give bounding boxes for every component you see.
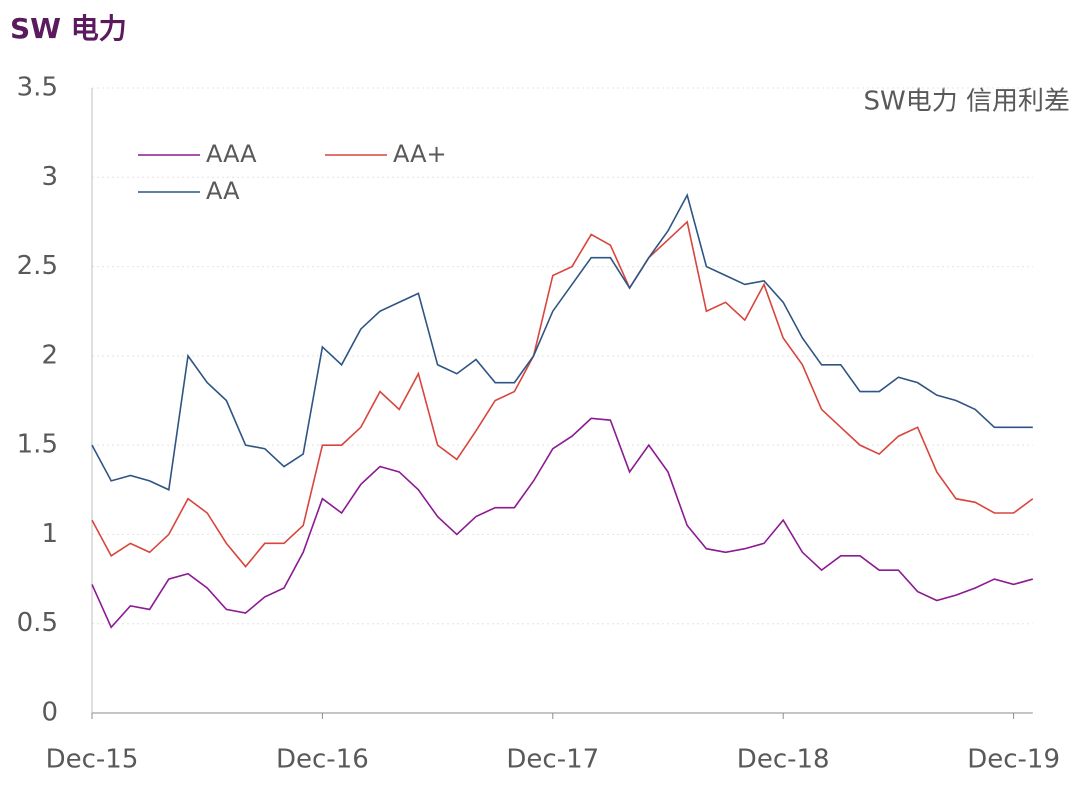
x-tick-label: Dec-18 [737,745,830,775]
x-tick-label: Dec-19 [967,745,1060,775]
y-tick-label: 2.5 [17,251,58,281]
x-tick-label: Dec-16 [276,745,369,775]
y-tick-label: 0 [41,698,58,728]
y-tick-label: 3 [41,162,58,192]
line-series [91,192,1033,491]
legend-label: AA [206,177,240,205]
y-tick-label: 1 [41,519,58,549]
x-tick-label: Dec-15 [46,745,139,775]
line-series [91,220,1034,568]
y-tick-label: 0.5 [17,608,58,638]
y-tick-label: 3.5 [17,73,58,103]
x-tick-label: Dec-17 [506,745,599,775]
annotation: SW电力 信用利差 [864,87,1070,117]
line-series [91,417,1034,629]
y-tick-label: 1.5 [17,430,58,460]
chart-title: SW 电力 [10,12,127,45]
legend-label: AAA [206,140,257,168]
legend-label: AA+ [393,140,447,168]
y-tick-label: 2 [41,340,58,370]
